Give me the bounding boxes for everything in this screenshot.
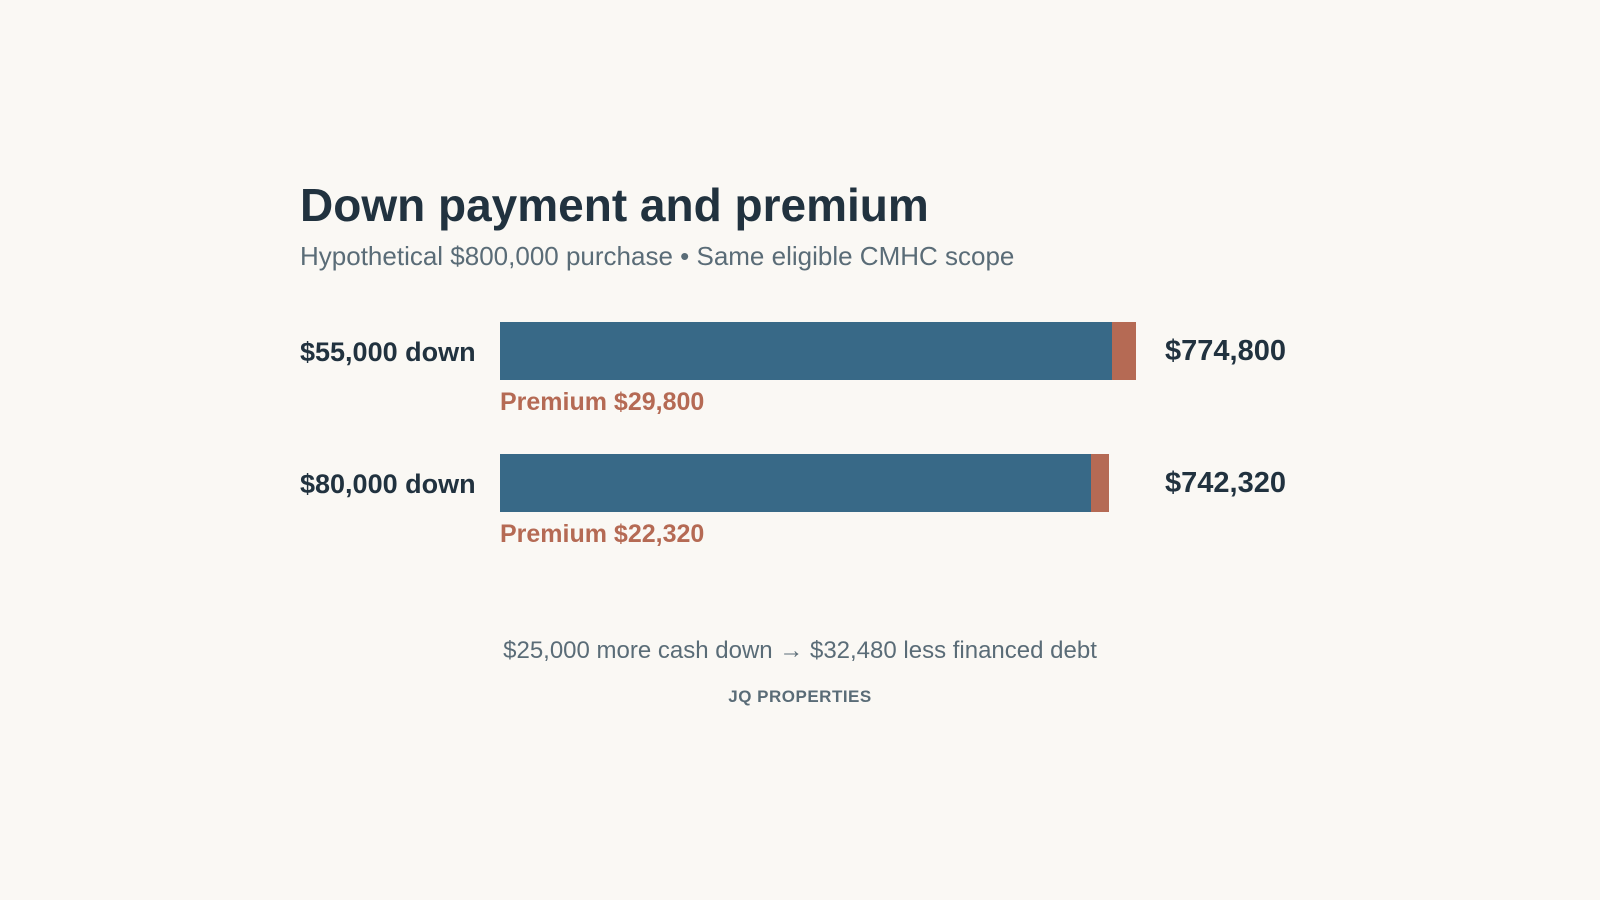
chart-title: Down payment and premium (300, 179, 929, 231)
bar-segment-premium (1091, 454, 1110, 512)
brand-label: JQ PROPERTIES (728, 687, 872, 706)
bar-segment-premium (1111, 322, 1136, 380)
footnote: $25,000 more cash down → $32,480 less fi… (503, 637, 1097, 664)
total-label: $742,320 (1165, 467, 1286, 499)
premium-label: Premium $29,800 (500, 388, 705, 416)
stacked-bar (500, 322, 1136, 380)
total-label: $774,800 (1165, 335, 1286, 367)
bar-segment-principal (500, 322, 1112, 380)
category-label: $55,000 down (300, 337, 476, 367)
stacked-bar (500, 454, 1110, 512)
category-label: $80,000 down (300, 469, 476, 499)
bar-segment-principal (500, 454, 1092, 512)
premium-label: Premium $22,320 (500, 520, 705, 548)
chart-subtitle: Hypothetical $800,000 purchase • Same el… (300, 241, 1015, 271)
bar-row: $80,000 down $742,320 Premium $22,320 (0, 454, 1600, 574)
bar-row: $55,000 down $774,800 Premium $29,800 (0, 322, 1600, 442)
